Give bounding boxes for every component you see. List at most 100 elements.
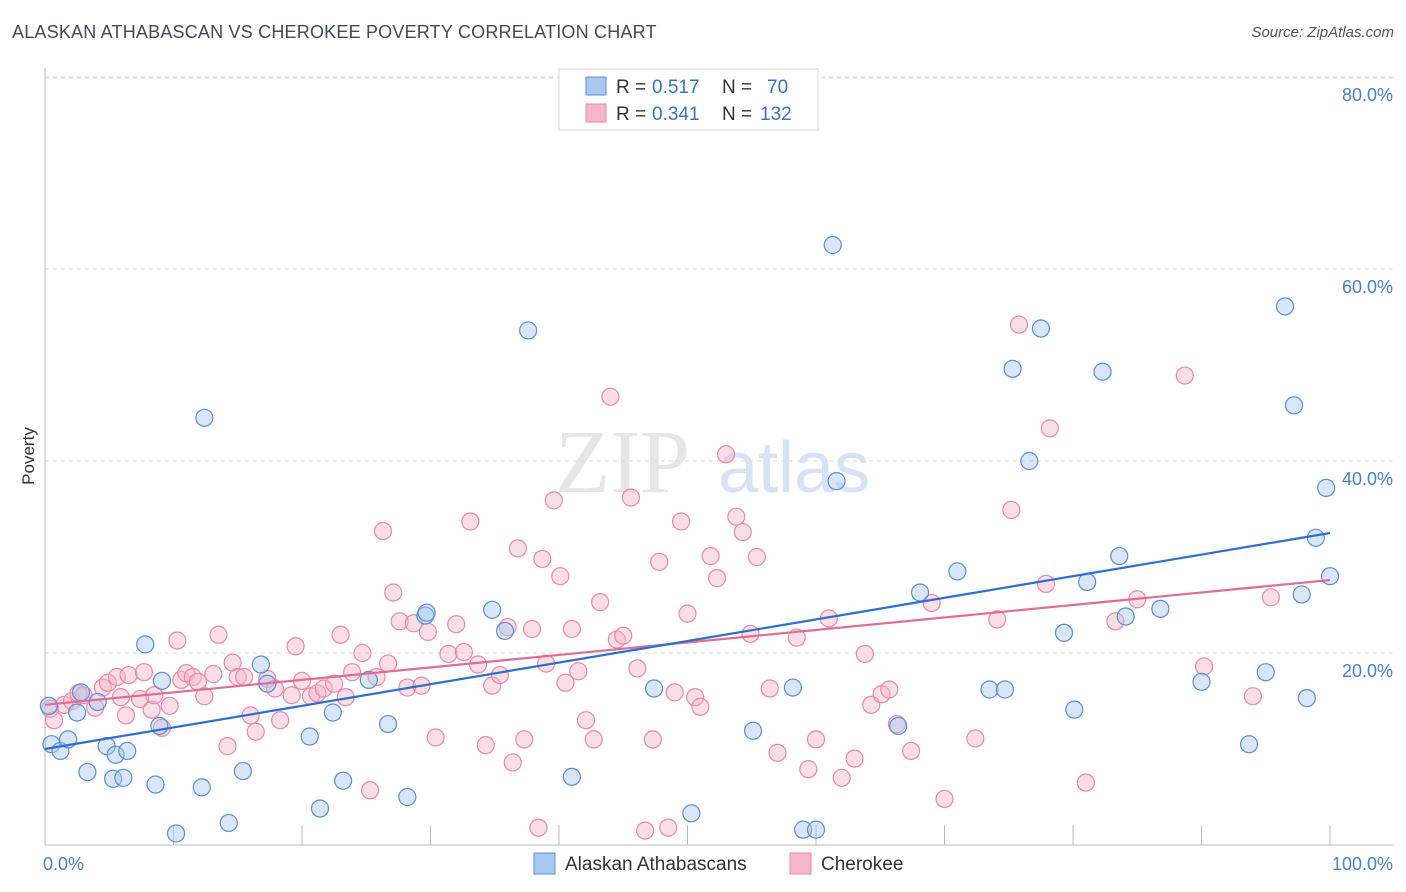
cherokee-point-37 [286, 637, 305, 656]
cherokee-point-60 [454, 642, 474, 662]
athabascan-point-30 [398, 787, 417, 807]
cherokee-point-43 [331, 625, 350, 644]
cherokee-point-79 [576, 711, 596, 730]
series-legend: Alaskan Athabascans Cherokee [533, 852, 903, 875]
athabascan-point-21 [233, 761, 252, 781]
athabascan-point-5 [71, 683, 91, 702]
athabascan-point-28 [359, 670, 378, 689]
legend-r-value-1: 0.517 [652, 77, 700, 98]
cherokee-point-129 [1243, 687, 1263, 706]
athabascan-point-13 [136, 635, 155, 654]
athabascan-point-61 [1256, 663, 1275, 682]
cherokee-point-89 [650, 552, 669, 571]
cherokee-point-104 [768, 743, 787, 762]
x-tick-labels: 0.0% 100.0% [43, 854, 1393, 874]
cherokee-point-126 [1106, 612, 1125, 631]
cherokee-point-90 [659, 818, 678, 837]
athabascan-point-57 [1116, 607, 1135, 626]
cherokee-point-124 [1040, 419, 1059, 438]
cherokee-point-72 [533, 549, 552, 569]
cherokee-point-111 [855, 644, 874, 664]
bottom-legend-label-2: Cherokee [821, 854, 903, 875]
athabascan-point-50 [1020, 451, 1039, 471]
athabascan-point-58 [1151, 599, 1170, 618]
cherokee-point-123 [1036, 574, 1056, 593]
trend-lines [44, 531, 1331, 751]
athabascan-point-38 [682, 804, 701, 823]
athabascan-point-65 [1297, 689, 1316, 708]
cherokee-point-118 [935, 789, 954, 809]
x-tick-label-1: 100.0% [1332, 854, 1393, 874]
y-tick-label-2: 60.0% [1342, 277, 1393, 297]
athabascan-point-11 [114, 768, 133, 787]
athabascan-point-14 [146, 775, 165, 794]
cherokee-point-56 [418, 622, 438, 641]
cherokee-point-96 [701, 546, 720, 566]
cherokee-point-100 [733, 522, 752, 542]
cherokee-point-63 [476, 736, 495, 755]
athabascan-point-66 [1306, 528, 1325, 547]
cherokee-point-57 [426, 728, 445, 747]
athabascan-point-44 [889, 716, 908, 736]
athabascan-point-43 [827, 472, 846, 491]
athabascan-point-46 [948, 562, 967, 581]
cherokee-point-67 [503, 753, 522, 772]
athabascan-point-27 [334, 771, 353, 790]
athabascan-point-36 [562, 767, 581, 786]
cherokee-point-47 [361, 781, 380, 800]
cherokee-point-30 [235, 667, 254, 687]
athabascan-points [39, 235, 1340, 843]
cherokee-point-51 [384, 583, 403, 602]
x-tick-label-0: 0.0% [43, 854, 84, 874]
cherokee-point-27 [218, 737, 237, 756]
stats-legend: R = 0.517 N = 70 R = 0.341 N = 132 [558, 68, 819, 131]
athabascan-point-67 [1317, 478, 1336, 497]
cherokee-point-76 [556, 673, 575, 692]
legend-r-label-1: R = [616, 77, 646, 98]
cherokee-point-121 [1002, 500, 1021, 520]
cherokee-point-84 [614, 626, 633, 645]
cherokee-point-106 [799, 760, 818, 779]
cherokee-point-116 [901, 741, 921, 761]
cherokee-point-70 [522, 619, 542, 639]
athabascan-point-48 [995, 680, 1014, 699]
cherokee-point-12 [119, 665, 138, 685]
cherokee-point-91 [665, 683, 684, 702]
athabascan-point-39 [743, 721, 763, 740]
cherokee-point-82 [601, 387, 620, 406]
cherokee-point-32 [246, 722, 265, 741]
athabascan-point-18 [192, 778, 211, 797]
athabascan-point-17 [166, 824, 186, 843]
cherokee-point-65 [490, 665, 509, 685]
cherokee-point-78 [569, 662, 588, 681]
athabascan-point-55 [1093, 362, 1112, 381]
athabascan-point-62 [1275, 297, 1295, 316]
watermark-atlas: atlas [718, 428, 870, 508]
athabascan-point-60 [1239, 735, 1259, 754]
y-tick-label-3: 80.0% [1342, 85, 1393, 105]
cherokee-point-102 [747, 547, 766, 567]
legend-n-label-2: N = [722, 104, 752, 125]
cherokee-point-50 [378, 654, 398, 673]
cherokee-point-68 [508, 539, 527, 558]
athabascan-point-68 [1320, 567, 1340, 586]
cherokee-point-74 [544, 491, 563, 510]
athabascan-point-4 [68, 703, 87, 722]
cherokee-point-8 [98, 673, 118, 692]
legend-r-label-2: R = [616, 104, 646, 125]
cherokee-point-26 [209, 625, 228, 644]
athabascan-point-59 [1192, 672, 1211, 691]
cherokee-point-125 [1076, 773, 1095, 792]
cherokee-point-42 [325, 674, 344, 693]
watermark: ZIP atlas [555, 413, 870, 512]
cherokee-point-98 [716, 445, 736, 464]
cherokee-point-1 [44, 711, 64, 730]
athabascan-point-51 [1031, 319, 1050, 338]
bottom-legend-swatch-pink [789, 852, 812, 875]
cherokee-point-69 [515, 730, 534, 749]
athabascan-point-6 [78, 762, 97, 782]
cherokee-point-58 [439, 644, 458, 664]
legend-swatch-blue [585, 76, 607, 96]
cherokee-point-18 [160, 696, 179, 715]
